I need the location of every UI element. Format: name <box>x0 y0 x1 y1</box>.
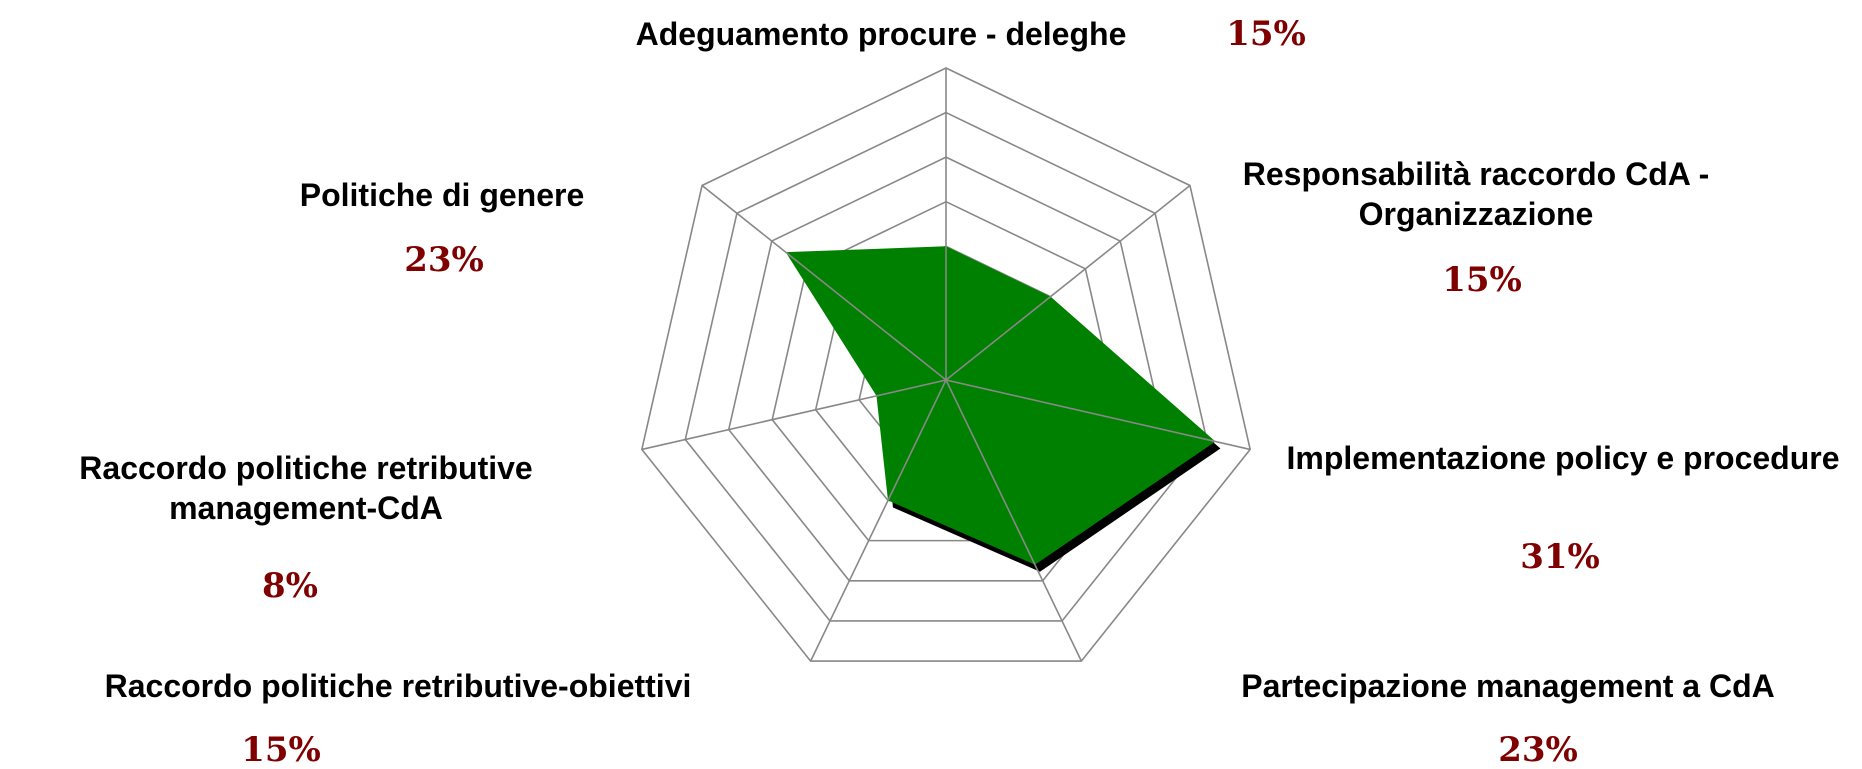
value-label: 15% <box>241 730 321 769</box>
value-label: 23% <box>1498 730 1578 769</box>
grid-ring <box>640 67 1252 662</box>
axis-spoke <box>701 184 947 381</box>
axis-label: Raccordo politiche retributive managemen… <box>79 450 533 526</box>
grid-ring <box>727 156 1165 582</box>
axis-label: Responsabilità raccordo CdA - Organizzaz… <box>1242 156 1710 232</box>
value-label: 31% <box>1520 537 1600 577</box>
axis-label: Adeguamento procure - deleghe <box>635 16 1127 52</box>
value-label: 15% <box>1226 14 1306 54</box>
axis-label: Raccordo politiche retributive-obiettivi <box>104 668 692 704</box>
axis-spoke <box>945 379 1083 662</box>
axis-spoke <box>945 184 1191 381</box>
axis-spoke <box>945 379 1251 451</box>
axis-label: Partecipazione management a CdA <box>1241 668 1775 704</box>
axis-label: Politiche di genere <box>299 177 585 213</box>
axis-spoke <box>641 379 947 451</box>
series-area <box>785 246 1216 565</box>
grid-ring <box>771 200 1121 542</box>
axis-label: Implementazione policy e procedure <box>1286 440 1840 476</box>
axis-spoke <box>809 379 947 662</box>
grid-ring <box>684 111 1208 622</box>
value-label: 8% <box>262 566 318 606</box>
value-label: 15% <box>1442 260 1522 300</box>
value-label: 23% <box>404 240 484 280</box>
